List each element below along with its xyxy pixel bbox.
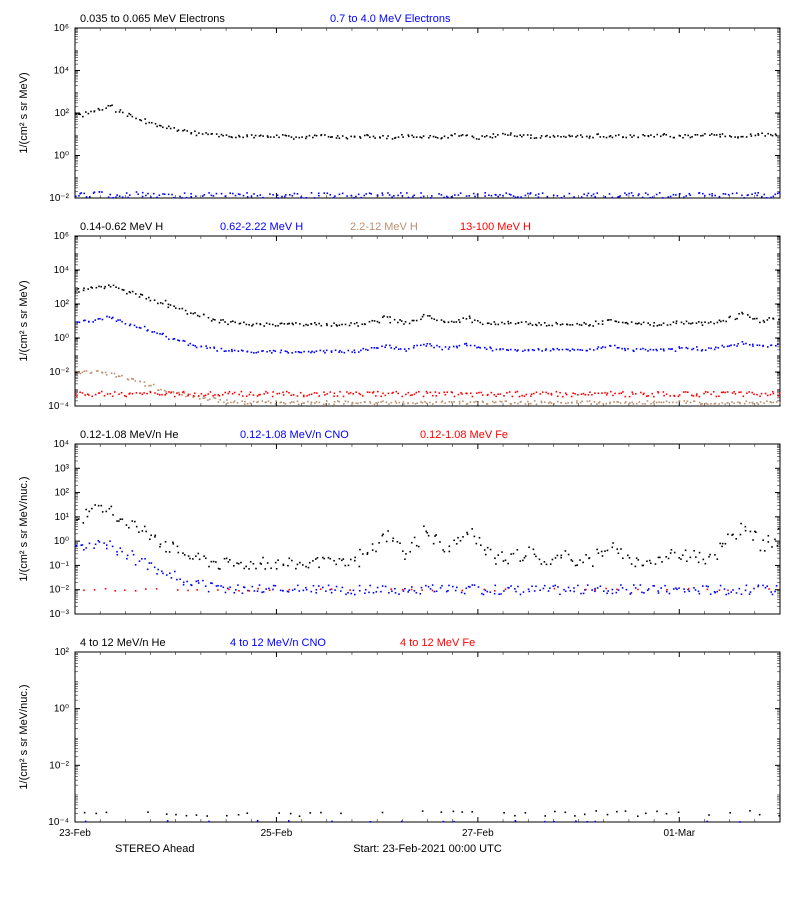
series-hydrogen (75, 284, 780, 327)
panel-hydrogen: 10⁻⁴ 10⁻² 10⁰ 10² 10⁴ 10⁶ 1/(cm² s sr MeV) 0.14… (18, 221, 781, 412)
series-label: 0.7 to 4.0 MeV Electrons (330, 13, 451, 25)
series-label: 13-100 MeV H (460, 221, 531, 233)
x-tick-label: 01-Mar (663, 828, 695, 839)
y-tick-label: 10⁰ (54, 151, 69, 162)
panel-electrons: 10⁻² 10⁰ 10² 10⁴ 10⁶ 1/(cm² s sr MeV) 0.035 to… (18, 13, 780, 204)
start-time-label: Start: 23-Feb-2021 00:00 UTC (353, 843, 502, 855)
panel-frame (75, 28, 780, 198)
panel-heavy-high: 10⁻⁴ 10⁻² 10⁰ 10² 23-Feb 25-Feb 27-Feb 01-Mar 1/… (18, 637, 780, 839)
y-tick-label: 10⁻⁴ (48, 817, 69, 828)
y-axis-label: 1/(cm² s sr MeV) (18, 72, 30, 153)
y-axis-label: 1/(cm² s sr MeV/nuc.) (18, 476, 30, 581)
chart-svg: 10⁻² 10⁰ 10² 10⁴ 10⁶ 1/(cm² s sr MeV) 0.035 to… (0, 0, 800, 900)
y-tick-label: 10⁰ (54, 704, 69, 715)
y-tick-label: 10⁻² (49, 760, 69, 771)
y-tick-label: 10² (55, 299, 70, 310)
series-heavy-high (84, 810, 780, 817)
y-tick-label: 10² (55, 647, 70, 658)
panel-frame (75, 652, 780, 822)
series-hydrogen (78, 370, 781, 405)
series-heavy-low (75, 540, 777, 595)
y-tick-label: 10⁻⁴ (48, 401, 69, 412)
y-tick-label: 10⁻¹ (49, 560, 69, 571)
y-tick-label: 10⁴ (54, 265, 69, 276)
series-hydrogen (75, 391, 780, 398)
series-label: 4 to 12 MeV Fe (400, 637, 475, 649)
y-tick-label: 10⁶ (54, 231, 69, 242)
series-label: 4 to 12 MeV/n CNO (230, 637, 326, 649)
series-label: 0.12-1.08 MeV/n He (80, 429, 178, 441)
series-label: 0.12-1.08 MeV Fe (420, 429, 508, 441)
y-tick-label: 10⁻² (49, 367, 69, 378)
stereo-particle-flux-figure: 10⁻² 10⁰ 10² 10⁴ 10⁶ 1/(cm² s sr MeV) 0.035 to… (0, 0, 800, 900)
x-tick-label: 25-Feb (261, 828, 293, 839)
series-label: 0.035 to 0.065 MeV Electrons (80, 13, 225, 25)
y-tick-label: 10⁻² (49, 193, 69, 204)
panel-heavy-low: 10⁻³ 10⁻² 10⁻¹ 10⁰ 10¹ 10² 10³ 10⁴ 1/(cm² s sr M… (18, 429, 780, 620)
x-tick-label: 23-Feb (59, 828, 91, 839)
y-tick-label: 10⁴ (54, 66, 69, 77)
series-label: 0.14-0.62 MeV H (80, 221, 163, 233)
series-label: 4 to 12 MeV/n He (80, 637, 166, 649)
series-label: 0.62-2.22 MeV H (220, 221, 303, 233)
series-hydrogen (77, 316, 779, 354)
panel-frame (75, 236, 780, 406)
y-tick-label: 10⁰ (54, 536, 69, 547)
y-tick-label: 10⁶ (54, 23, 69, 34)
y-tick-label: 10⁻³ (49, 609, 69, 620)
y-tick-label: 10⁻² (49, 585, 69, 596)
y-tick-label: 10⁴ (54, 439, 69, 450)
y-tick-label: 10¹ (55, 512, 70, 523)
y-tick-label: 10² (55, 488, 70, 499)
x-tick-label: 27-Feb (462, 828, 494, 839)
y-tick-label: 10³ (55, 463, 70, 474)
series-label: 0.12-1.08 MeV/n CNO (240, 429, 349, 441)
series-electrons (75, 104, 777, 139)
y-tick-label: 10² (55, 108, 70, 119)
y-axis-label: 1/(cm² s sr MeV) (18, 280, 30, 361)
series-label: 2.2-12 MeV H (350, 221, 418, 233)
y-tick-label: 10⁰ (54, 333, 69, 344)
series-heavy-low (76, 504, 779, 570)
mission-label: STEREO Ahead (115, 843, 195, 855)
y-axis-label: 1/(cm² s sr MeV/nuc.) (18, 684, 30, 789)
